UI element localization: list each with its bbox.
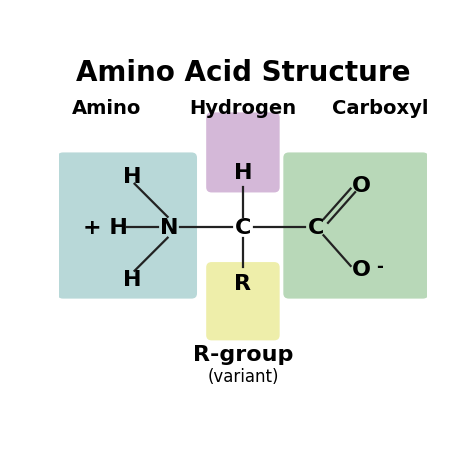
- Text: R: R: [235, 273, 251, 293]
- FancyBboxPatch shape: [283, 153, 428, 299]
- Text: Carboxyl: Carboxyl: [332, 98, 429, 117]
- FancyBboxPatch shape: [206, 113, 280, 193]
- Text: C: C: [308, 218, 325, 238]
- Text: O: O: [352, 176, 371, 196]
- Text: (variant): (variant): [207, 368, 279, 385]
- Text: -: -: [376, 258, 383, 275]
- Text: Amino Acid Structure: Amino Acid Structure: [76, 59, 410, 87]
- Text: N: N: [160, 218, 179, 238]
- Text: Amino: Amino: [73, 98, 142, 117]
- FancyBboxPatch shape: [57, 153, 197, 299]
- Text: R-group: R-group: [193, 345, 293, 364]
- FancyBboxPatch shape: [206, 262, 280, 341]
- Text: H: H: [234, 162, 252, 182]
- Text: C: C: [235, 218, 251, 238]
- Text: Hydrogen: Hydrogen: [189, 98, 297, 117]
- Text: H: H: [123, 269, 142, 289]
- Text: O: O: [352, 260, 371, 280]
- Text: + H: + H: [83, 218, 128, 238]
- Text: H: H: [123, 166, 142, 186]
